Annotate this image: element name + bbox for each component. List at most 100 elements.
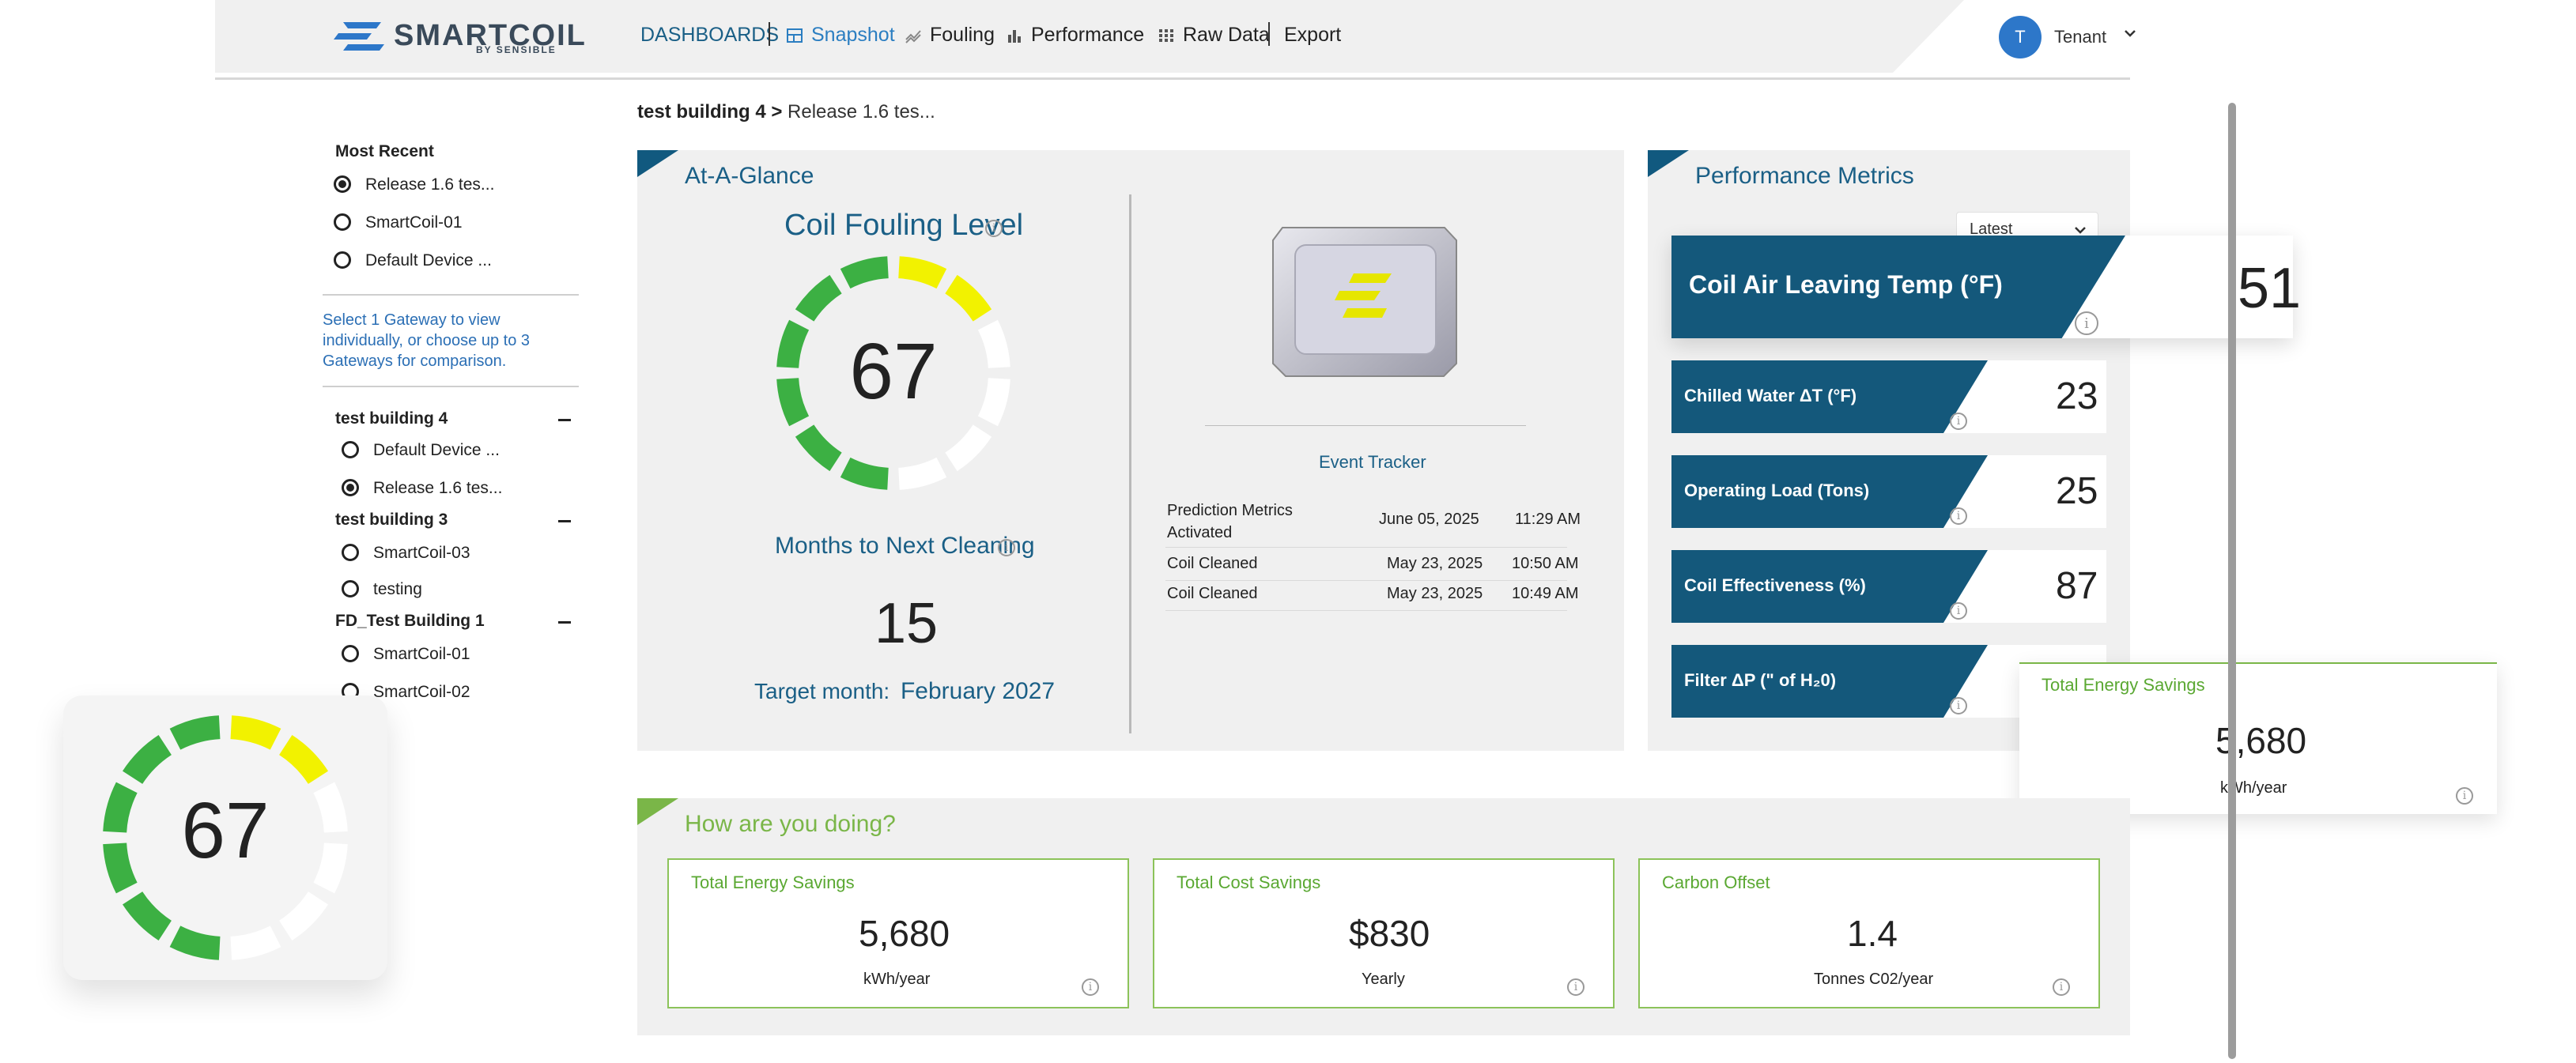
gauge-segment — [313, 782, 348, 833]
gauge-segment — [840, 457, 890, 490]
panel-corner-accent — [637, 150, 678, 177]
floating-energy-card: Total Energy Savings 5,680 kWh/year i — [2019, 662, 2497, 814]
top-header: SMARTCOIL BY SENSIBLE DASHBOARDS Snapsho… — [215, 0, 2136, 80]
info-icon[interactable]: i — [1950, 413, 1967, 430]
nav-separator — [1268, 22, 1270, 46]
device-label[interactable]: Default Device ... — [373, 441, 500, 459]
device-label[interactable]: Release 1.6 tes... — [373, 479, 503, 497]
at-a-glance-panel: At-A-Glance Coil Fouling Level i 67 Mont… — [637, 150, 1624, 751]
nav-export[interactable]: Export — [1284, 24, 1342, 46]
device-label[interactable]: testing — [373, 580, 422, 598]
info-icon[interactable]: i — [985, 220, 1003, 237]
breadcrumb-building[interactable]: test building 4 — [637, 101, 766, 123]
metric-value: 25 — [2056, 470, 2098, 512]
event-date: May 23, 2025 — [1387, 585, 1483, 602]
sidebar-divider — [323, 294, 579, 296]
info-icon[interactable]: i — [1950, 602, 1967, 620]
most-recent-label[interactable]: Release 1.6 tes... — [365, 175, 495, 194]
card-unit: Yearly — [1362, 971, 1405, 988]
savings-card: Total Cost Savings $830 Yearly i — [1153, 858, 1615, 1008]
collapse-icon[interactable] — [558, 520, 571, 522]
card-unit: kWh/year — [2220, 779, 2287, 797]
nav-performance[interactable]: Performance — [1006, 24, 1144, 47]
card-value: 1.4 — [1847, 913, 1898, 954]
collapse-icon[interactable] — [558, 419, 571, 421]
info-icon[interactable]: i — [1082, 978, 1099, 996]
metric-label: Filter ΔP (" of H₂0) — [1684, 670, 1837, 690]
device-label[interactable]: SmartCoil-03 — [373, 544, 470, 562]
radio-most-recent-1[interactable] — [334, 175, 351, 193]
logo-subtitle: BY SENSIBLE — [476, 44, 557, 55]
card-value: $830 — [1349, 913, 1430, 954]
metric-card-chilled-water[interactable]: Chilled Water ΔT (°F) 23 i — [1671, 360, 2106, 433]
nav-fouling[interactable]: Fouling — [905, 24, 995, 47]
gauge-value: 67 — [849, 327, 937, 416]
info-icon[interactable]: i — [2075, 311, 2098, 335]
panel-corner-accent — [1648, 150, 1689, 177]
gauge-value: 67 — [181, 786, 269, 875]
target-value: February 2027 — [900, 678, 1056, 704]
device-label[interactable]: SmartCoil-01 — [373, 645, 470, 663]
info-icon[interactable]: i — [1950, 697, 1967, 714]
nav-raw-data[interactable]: Raw Data — [1158, 24, 1270, 47]
fouling-level-title: Coil Fouling Level — [784, 209, 1024, 242]
metric-label: Operating Load (Tons) — [1684, 481, 1870, 500]
nav-snapshot[interactable]: Snapshot — [786, 24, 895, 47]
logo-wordmark[interactable]: SMARTCOIL — [394, 19, 587, 52]
panel-title: Performance Metrics — [1695, 163, 1914, 189]
gauge-segment — [977, 319, 1010, 369]
info-icon[interactable]: i — [1567, 978, 1585, 996]
device-image-icon — [1272, 227, 1457, 377]
building-name[interactable]: test building 4 — [335, 409, 448, 428]
info-icon[interactable]: i — [2053, 978, 2070, 996]
metric-card-air-leaving-temp[interactable]: Coil Air Leaving Temp (°F) 51 i — [1671, 236, 2301, 338]
smartcoil-logo-icon[interactable] — [332, 17, 387, 55]
user-avatar[interactable]: T — [1999, 16, 2042, 58]
metric-label-bg — [1671, 550, 1988, 623]
radio-device[interactable] — [342, 441, 359, 458]
card-title: Carbon Offset — [1662, 873, 1770, 892]
radio-device[interactable] — [342, 580, 359, 597]
most-recent-label[interactable]: Default Device ... — [365, 251, 492, 270]
radio-most-recent-3[interactable] — [334, 251, 351, 269]
most-recent-title: Most Recent — [335, 142, 434, 160]
chevron-down-icon — [2075, 227, 2086, 234]
metric-label-bg — [1671, 360, 1988, 433]
dropdown-value: Latest — [1970, 221, 2013, 238]
info-icon[interactable]: i — [1950, 507, 1967, 525]
page-scrollbar[interactable] — [2228, 103, 2236, 1059]
metric-card-coil-effectiveness[interactable]: Coil Effectiveness (%) 87 i — [1671, 550, 2106, 623]
metric-card-operating-load[interactable]: Operating Load (Tons) 25 i — [1671, 455, 2106, 528]
device-label[interactable]: SmartCoil-02 — [373, 683, 470, 701]
metric-value: 87 — [2056, 565, 2098, 607]
nav-dashboards[interactable]: DASHBOARDS — [640, 24, 780, 46]
most-recent-label[interactable]: SmartCoil-01 — [365, 213, 463, 232]
collapse-icon[interactable] — [558, 621, 571, 624]
radio-most-recent-2[interactable] — [334, 213, 351, 231]
savings-card: Carbon Offset 1.4 Tonnes C02/year i — [1638, 858, 2100, 1008]
nav-separator — [769, 22, 770, 46]
info-icon[interactable]: i — [998, 539, 1015, 556]
building-name[interactable]: FD_Test Building 1 — [335, 612, 485, 630]
event-row-divider — [1165, 610, 1567, 611]
card-unit: kWh/year — [863, 971, 931, 988]
radio-device[interactable] — [342, 479, 359, 496]
building-name[interactable]: test building 3 — [335, 511, 448, 529]
gauge-segment — [103, 782, 138, 833]
fouling-gauge: 67 — [776, 256, 1010, 490]
radio-device[interactable] — [342, 645, 359, 662]
event-row-divider — [1165, 547, 1567, 548]
panel-corner-accent — [637, 798, 678, 825]
gauge-segment — [944, 424, 992, 472]
floating-gauge-card: 67 — [63, 695, 387, 980]
event-time: 10:49 AM — [1512, 585, 1579, 602]
user-role-label[interactable]: Tenant — [2054, 27, 2107, 47]
gauge-segment — [944, 274, 992, 322]
breadcrumb-separator: > — [771, 101, 783, 123]
header-divider — [215, 77, 2130, 80]
chevron-down-icon[interactable] — [2124, 27, 2136, 40]
gauge-segment — [795, 424, 843, 472]
gauge-segment — [795, 274, 843, 322]
radio-device[interactable] — [342, 544, 359, 561]
info-icon[interactable]: i — [2456, 787, 2473, 805]
